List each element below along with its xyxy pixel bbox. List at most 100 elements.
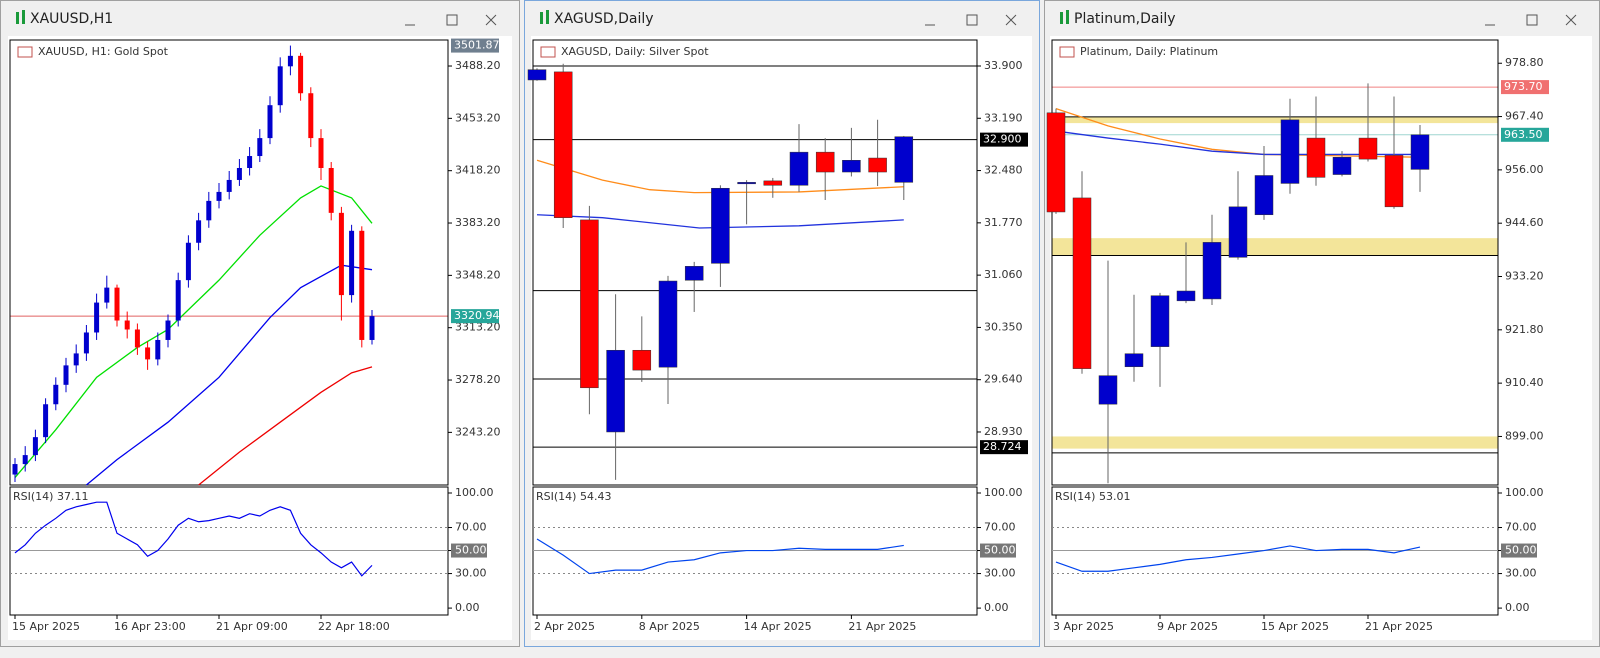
price-tag	[451, 309, 499, 324]
candle-body	[145, 347, 151, 360]
y-tick-label: 967.40	[1505, 110, 1544, 123]
candle-body	[12, 464, 18, 475]
price-tag	[1501, 80, 1549, 95]
title-icon	[1066, 10, 1069, 24]
y-tick-label: 956.00	[1505, 163, 1544, 176]
zone	[1052, 117, 1498, 124]
candle-body	[1410, 134, 1430, 170]
y-tick-label: 50.00	[984, 544, 1016, 557]
main-pane	[1051, 39, 1499, 486]
moving-average	[198, 366, 373, 486]
candle-body	[196, 220, 202, 243]
candle-body	[155, 339, 161, 360]
price-tag-label: 32.900	[983, 133, 1022, 146]
candle-body	[763, 180, 783, 186]
y-tick-label: 3348.20	[455, 268, 501, 281]
y-tick-label: 29.640	[984, 373, 1023, 386]
candle-body	[32, 437, 38, 456]
x-tick-label: 15 Apr 2025	[12, 620, 80, 633]
candle-body	[175, 280, 181, 321]
y-tick-label: 100.00	[984, 486, 1023, 499]
candle-body	[318, 138, 324, 168]
x-tick-label: 15 Apr 2025	[1261, 620, 1329, 633]
candle-body	[894, 136, 914, 183]
level-tag	[451, 543, 487, 558]
price-tag	[451, 38, 499, 53]
candle-body	[83, 332, 89, 354]
main-pane	[532, 39, 978, 486]
y-tick-label: 30.00	[1505, 567, 1537, 580]
title-icon	[546, 10, 549, 24]
candle-body	[658, 280, 678, 368]
candle-body	[868, 157, 887, 173]
y-tick-label: 3243.20	[455, 425, 501, 438]
x-tick-label: 22 Apr 18:00	[318, 620, 390, 633]
price-tag-label: 3320.94	[454, 309, 500, 322]
y-tick-label: 921.80	[1505, 323, 1544, 336]
candle-body	[287, 55, 293, 67]
candle-body	[328, 167, 334, 213]
window-title: XAUUSD,H1	[30, 11, 113, 27]
rsi-title: RSI(14) 37.11	[13, 490, 88, 503]
y-tick-label: 3383.20	[455, 216, 501, 229]
y-tick-label: 70.00	[1505, 521, 1537, 534]
rsi-title: RSI(14) 54.43	[536, 490, 611, 503]
maximize-button[interactable]	[966, 14, 978, 26]
y-tick-label: 31.060	[984, 268, 1023, 281]
price-tag	[980, 440, 1028, 455]
candle-body	[206, 200, 212, 221]
y-tick-label: 33.190	[984, 111, 1023, 124]
candle-body	[338, 212, 344, 296]
y-tick-label: 899.00	[1505, 429, 1544, 442]
candle-body	[1384, 155, 1404, 208]
y-tick-label: 978.80	[1505, 56, 1544, 69]
price-tag-label: 973.70	[1504, 80, 1543, 93]
candle-body	[1228, 206, 1248, 258]
x-tick-label: 3 Apr 2025	[1053, 620, 1114, 633]
candle-body	[216, 191, 222, 201]
moving-average	[85, 264, 373, 486]
y-tick-label: 100.00	[455, 486, 494, 499]
window: Platinum,Daily 899.00 910.40 921.80 933.20 94…	[1044, 0, 1600, 647]
zone	[1052, 238, 1498, 256]
candle-body	[1098, 375, 1118, 405]
candle-body	[134, 329, 140, 348]
rsi-line	[14, 501, 373, 577]
price-tag	[980, 132, 1028, 147]
close-button[interactable]	[1005, 14, 1017, 26]
rsi-line	[536, 538, 904, 575]
y-tick-label: 933.20	[1505, 270, 1544, 283]
maximize-button[interactable]	[446, 14, 458, 26]
legend-icon	[540, 46, 556, 58]
price-tag-label: 963.50	[1504, 128, 1543, 141]
candle-body	[1254, 175, 1274, 216]
title-icon	[22, 10, 25, 24]
maximize-button[interactable]	[1526, 14, 1538, 26]
window-title: Platinum,Daily	[1074, 11, 1176, 27]
candle-body	[1046, 112, 1066, 213]
candle-body	[842, 160, 861, 173]
candle-body	[684, 266, 704, 281]
candle-body	[185, 242, 191, 281]
chart-area	[8, 36, 512, 640]
y-tick-label: 30.00	[455, 567, 487, 580]
candle-body	[165, 320, 171, 340]
title-icon	[16, 12, 19, 24]
x-tick-label: 16 Apr 23:00	[114, 620, 186, 633]
close-button[interactable]	[485, 14, 497, 26]
candle-body	[527, 69, 547, 81]
moving-average	[536, 159, 904, 194]
candle-body	[711, 187, 730, 264]
y-tick-label: 944.60	[1505, 216, 1544, 229]
close-button[interactable]	[1565, 14, 1577, 26]
y-tick-label: 50.00	[1505, 544, 1537, 557]
candle-body	[1306, 137, 1326, 178]
y-tick-label: 0.00	[1505, 601, 1530, 614]
rsi-title: RSI(14) 53.01	[1055, 490, 1130, 503]
title-icon	[1060, 12, 1063, 24]
candle-body	[606, 349, 625, 433]
y-tick-label: 0.00	[455, 601, 480, 614]
price-tag-label: 3501.87	[454, 39, 500, 52]
legend: Platinum, Daily: Platinum	[1080, 45, 1218, 58]
y-tick-label: 100.00	[1505, 486, 1544, 499]
